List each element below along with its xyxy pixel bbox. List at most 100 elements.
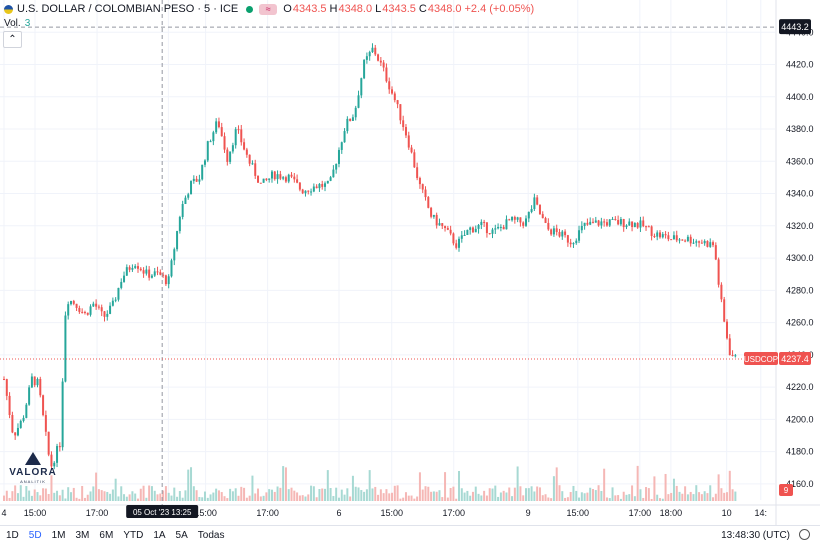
volume-bar: [458, 470, 461, 501]
volume-bar: [33, 489, 36, 501]
volume-bar: [64, 498, 67, 501]
candle-body: [438, 223, 441, 226]
candle-body: [19, 420, 22, 428]
candle-body: [720, 284, 723, 300]
range-ytd[interactable]: YTD: [123, 530, 144, 541]
volume-bar: [483, 490, 486, 501]
volume-bar: [142, 485, 145, 501]
volume-bar: [530, 486, 533, 501]
valora-logo: VALORA ANALITIK: [4, 452, 62, 484]
volume-bar: [170, 495, 173, 501]
volume-bar: [622, 491, 625, 501]
volume-bar: [427, 486, 430, 501]
time-tick-label: 15:00: [380, 508, 403, 518]
symbol-title[interactable]: U.S. DOLLAR / COLOMBIAN PESO · 5 · ICE: [17, 3, 239, 15]
candle-body: [351, 117, 354, 121]
candle-body: [324, 183, 327, 187]
volume-bar: [282, 466, 285, 501]
volume-bar: [410, 495, 413, 501]
volume-bar: [541, 495, 544, 501]
candle-body: [134, 266, 137, 268]
range-1d[interactable]: 1D: [6, 530, 19, 541]
candle-body: [195, 178, 198, 182]
volume-bar: [689, 491, 692, 501]
candle-body: [312, 186, 315, 192]
range-5d[interactable]: 5D: [28, 530, 42, 541]
utc-clock[interactable]: 13:48:30 (UTC): [721, 530, 790, 541]
candle-body: [407, 135, 410, 148]
price-tick-label: 4180.0: [786, 447, 814, 457]
candle-body: [413, 152, 416, 168]
candle-body: [533, 197, 536, 210]
volume-bar: [351, 475, 354, 501]
volume-bar: [56, 490, 59, 501]
candle-body: [684, 240, 687, 242]
chevron-up-icon[interactable]: ⌃: [3, 31, 22, 48]
candle-body: [377, 54, 380, 61]
time-tick-label: 14:: [755, 508, 768, 518]
volume-bar: [139, 488, 142, 501]
range-1m[interactable]: 1M: [51, 530, 66, 541]
candle-body: [695, 241, 698, 243]
volume-bar: [566, 497, 569, 501]
candle-body: [547, 222, 550, 230]
candle-body: [525, 218, 528, 226]
candle-body: [511, 216, 514, 221]
volume-bar: [714, 493, 717, 501]
candle-body: [120, 281, 123, 288]
volume-bar: [508, 487, 511, 501]
candle-body: [728, 338, 731, 356]
candle-body: [502, 226, 505, 230]
candle-body: [656, 232, 659, 237]
volume-bar: [290, 487, 293, 501]
candle-body: [36, 378, 39, 386]
volume-bar: [555, 467, 558, 501]
candle-body: [243, 142, 246, 150]
volume-label: Vol.: [4, 18, 21, 29]
volume-bar: [209, 494, 212, 501]
candle-body: [251, 163, 254, 165]
range-todas[interactable]: Todas: [197, 530, 225, 541]
volume-bar: [525, 488, 528, 501]
candle-body: [50, 454, 53, 467]
volume-tag-label: 9: [784, 486, 789, 495]
candle-body: [497, 226, 500, 229]
candle-body: [731, 355, 734, 357]
candle-body: [61, 381, 64, 448]
range-5a[interactable]: 5A: [175, 530, 188, 541]
candle-body: [555, 228, 558, 233]
candle-body: [594, 220, 597, 223]
price-chart[interactable]: 4160.04180.04200.04220.04240.04260.04280…: [0, 0, 820, 525]
candle-body: [458, 238, 461, 248]
candle-body: [72, 301, 75, 304]
volume-bar: [212, 492, 215, 501]
volume-bar: [128, 494, 131, 501]
range-6m[interactable]: 6M: [99, 530, 114, 541]
volume-bar: [184, 490, 187, 501]
volume-bar: [491, 488, 494, 501]
range-3m[interactable]: 3M: [75, 530, 90, 541]
range-1a[interactable]: 1A: [153, 530, 166, 541]
volume-bar: [591, 488, 594, 501]
gear-icon[interactable]: [799, 529, 810, 540]
volume-bar: [385, 489, 388, 501]
logo-subtitle: ANALITIK: [20, 479, 46, 484]
volume-bar: [670, 492, 673, 501]
candle-body: [449, 229, 452, 234]
candle-body: [270, 171, 273, 179]
volume-bar: [580, 492, 583, 501]
volume-bar: [391, 492, 394, 501]
volume-bar: [658, 498, 661, 501]
volume-bar: [117, 496, 120, 501]
candle-body: [466, 229, 469, 235]
candle-body: [254, 163, 257, 176]
time-tick-label: 17:00: [442, 508, 465, 518]
candle-body: [47, 431, 50, 455]
high-value: 4348.0: [338, 3, 373, 15]
volume-bar: [617, 495, 620, 501]
compare-icon[interactable]: ≈: [259, 3, 278, 15]
volume-bar: [223, 496, 226, 501]
candle-body: [494, 228, 497, 230]
open-value: 4343.5: [292, 3, 327, 15]
volume-bar: [329, 487, 332, 501]
